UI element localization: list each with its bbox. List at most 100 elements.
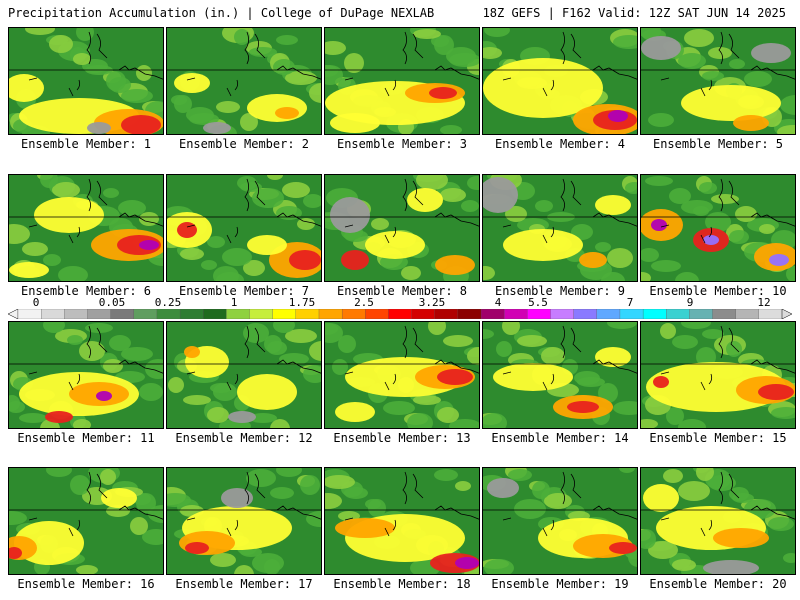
precip-map-graphic [167,468,321,574]
ensemble-panel-3: Ensemble Member: 3 [324,27,480,151]
ensemble-panel-17: Ensemble Member: 17 [166,467,322,591]
header-run-info: 18Z GEFS | F162 Valid: 12Z SAT JUN 14 20… [482,6,786,20]
precip-map-graphic [325,175,479,281]
member-label: Ensemble Member: 14 [491,431,629,445]
ensemble-panel-16: Ensemble Member: 16 [8,467,164,591]
legend-swatch [17,309,42,319]
precip-map-graphic [167,322,321,428]
legend-swatch [642,309,667,319]
precip-map-graphic [9,175,163,281]
ensemble-panel-13: Ensemble Member: 13 [324,321,480,445]
legend-swatch [411,309,436,319]
legend-swatch [457,309,482,319]
ensemble-panel-9: Ensemble Member: 9 [482,174,638,298]
legend-swatch [295,309,320,319]
member-label: Ensemble Member: 4 [494,137,626,151]
precip-map-15 [640,321,796,429]
ensemble-panel-10: Ensemble Member: 10 [640,174,796,298]
ensemble-panel-1: Ensemble Member: 1 [8,27,164,151]
legend-tick-label: 12 [757,296,771,309]
precip-map-graphic [9,28,163,134]
legend-tick-label: 2.5 [354,296,374,309]
member-label: Ensemble Member: 17 [175,577,313,591]
precip-map-19 [482,467,638,575]
legend-swatch [388,309,413,319]
legend-swatch [64,309,88,319]
member-label: Ensemble Member: 20 [649,577,787,591]
precip-map-8 [324,174,480,282]
legend-swatch [550,309,575,319]
precip-map-5 [640,27,796,135]
member-label: Ensemble Member: 12 [175,431,313,445]
legend-swatch [573,309,598,319]
precip-map-11 [8,321,164,429]
ensemble-panel-11: Ensemble Member: 11 [8,321,164,445]
legend-tick-label: 0 [32,296,40,309]
ensemble-panel-4: Ensemble Member: 4 [482,27,638,151]
ensemble-panel-19: Ensemble Member: 19 [482,467,638,591]
member-label: Ensemble Member: 18 [333,577,471,591]
legend-swatch [527,309,551,319]
legend-swatch [341,309,366,319]
legend-tick-label: 3.25 [418,296,446,309]
precip-map-14 [482,321,638,429]
precip-map-2 [166,27,322,135]
precip-map-graphic [9,468,163,574]
precip-map-18 [324,467,480,575]
precip-map-4 [482,27,638,135]
precip-map-graphic [641,175,795,281]
ensemble-panel-8: Ensemble Member: 8 [324,174,480,298]
precip-map-graphic [167,28,321,134]
legend-swatch [666,309,690,319]
legend-tick-label: 9 [686,296,694,309]
legend-tick-label: 5.5 [528,296,548,309]
ensemble-panel-5: Ensemble Member: 5 [640,27,796,151]
ensemble-panel-7: Ensemble Member: 7 [166,174,322,298]
legend-swatch [318,309,343,319]
ensemble-panel-20: Ensemble Member: 20 [640,467,796,591]
legend-swatch [110,309,135,319]
legend-swatch [249,309,274,319]
legend-swatch [434,309,459,319]
legend-swatch [480,309,505,319]
legend-swatch [619,309,644,319]
member-label: Ensemble Member: 16 [17,577,155,591]
precip-map-graphic [641,468,795,574]
precip-map-graphic [483,468,637,574]
legend-swatch [596,309,621,319]
member-label: Ensemble Member: 19 [491,577,629,591]
ensemble-panel-15: Ensemble Member: 15 [640,321,796,445]
legend-swatch [689,309,713,319]
member-label: Ensemble Member: 13 [333,431,471,445]
legend-swatch [179,309,204,319]
legend-swatch [272,309,297,319]
ensemble-panel-12: Ensemble Member: 12 [166,321,322,445]
member-label: Ensemble Member: 5 [652,137,784,151]
precip-map-17 [166,467,322,575]
legend-swatch [133,309,158,319]
legend-swatch [156,309,181,319]
precip-map-graphic [483,28,637,134]
member-label: Ensemble Member: 10 [649,284,787,298]
member-label: Ensemble Member: 8 [336,284,468,298]
legend-tick-label: 1.75 [288,296,316,309]
header-title: Precipitation Accumulation (in.) | Colle… [8,6,435,20]
ensemble-panel-18: Ensemble Member: 18 [324,467,480,591]
ensemble-panel-6: Ensemble Member: 6 [8,174,164,298]
precip-map-3 [324,27,480,135]
precip-map-graphic [483,322,637,428]
precip-map-16 [8,467,164,575]
color-legend: 0 0.05 0.25 1 1.75 2.5 3.25 4 5.5 7 9 12 [8,296,792,322]
precip-map-20 [640,467,796,575]
member-label: Ensemble Member: 9 [494,284,626,298]
precip-map-6 [8,174,164,282]
member-label: Ensemble Member: 2 [178,137,310,151]
ensemble-panel-2: Ensemble Member: 2 [166,27,322,151]
legend-tick-label: 0.05 [98,296,126,309]
legend-swatch [735,309,760,319]
member-label: Ensemble Member: 15 [649,431,787,445]
legend-swatch [203,309,227,319]
precip-map-graphic [325,28,479,134]
member-label: Ensemble Member: 1 [20,137,152,151]
member-label: Ensemble Member: 3 [336,137,468,151]
